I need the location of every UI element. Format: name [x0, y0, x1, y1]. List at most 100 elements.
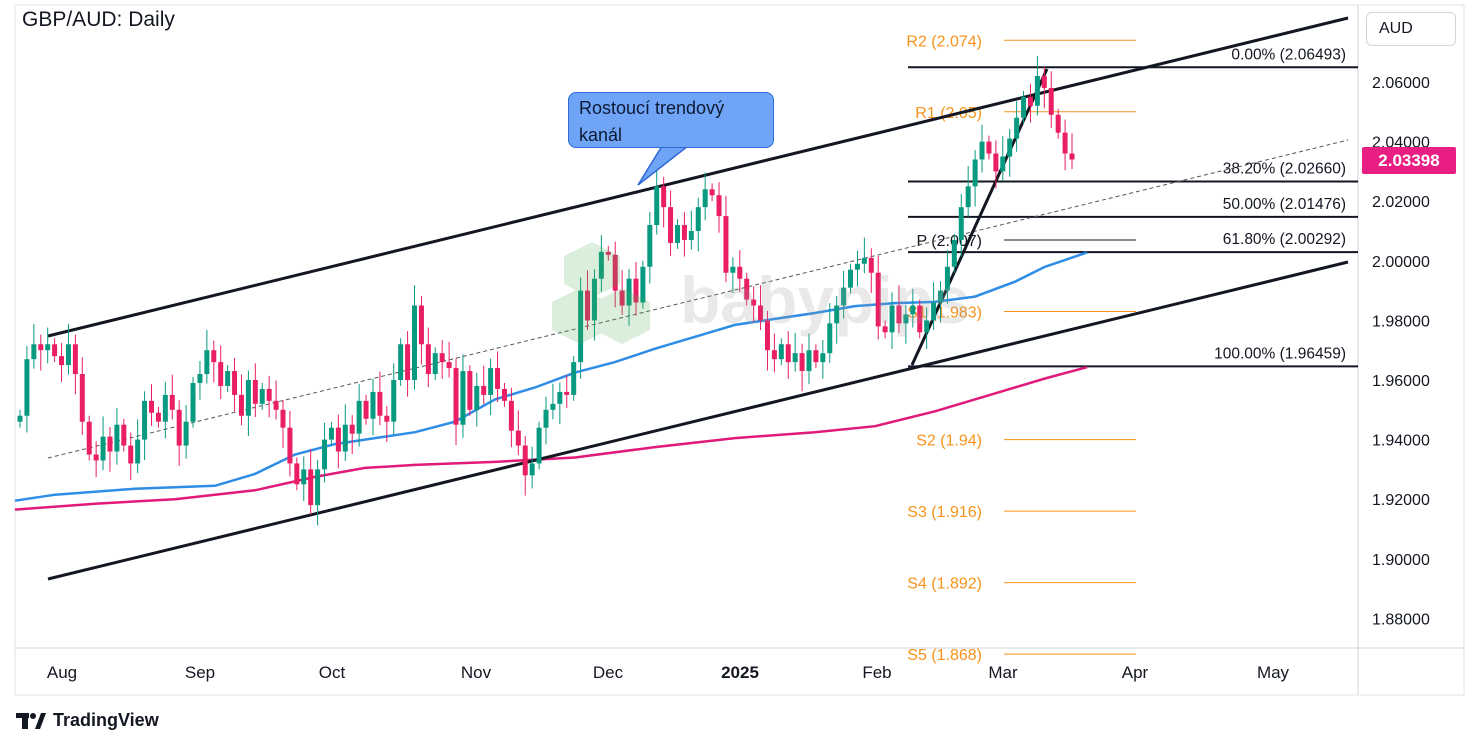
currency-selector[interactable]: AUD	[1366, 12, 1456, 46]
candle-body	[107, 436, 113, 452]
candle-body	[425, 344, 431, 375]
candle-body	[31, 344, 37, 360]
candle-body	[868, 257, 874, 273]
candle-body	[889, 305, 895, 333]
moving-averages	[14, 251, 1088, 511]
candle-body	[1055, 114, 1061, 133]
candle-body	[24, 359, 30, 416]
time-tick-label: Dec	[593, 663, 624, 682]
candle-body	[114, 424, 120, 452]
annotation-line-2: kanál	[579, 125, 623, 145]
candle-body	[384, 415, 390, 422]
brand-name: TradingView	[53, 710, 159, 730]
candle-body	[356, 400, 362, 434]
candlesticks	[17, 55, 1075, 526]
candle-body	[52, 344, 58, 357]
candle-body	[709, 189, 715, 196]
fibonacci-levels: 0.00% (2.06493) 38.20% (2.02660) 50.00% (2…	[908, 46, 1358, 368]
candle-body	[245, 380, 251, 416]
candle-body	[1034, 76, 1040, 106]
price-tick-label: 1.96000	[1372, 373, 1430, 390]
candle-body	[308, 469, 314, 506]
candle-body	[328, 427, 334, 440]
candle-body	[488, 368, 494, 395]
candle-body	[931, 302, 937, 321]
candle-body	[986, 141, 992, 154]
candle-body	[571, 362, 577, 395]
channel-lower-line	[47, 260, 1349, 581]
candle-body	[938, 290, 943, 303]
candle-body	[1069, 153, 1075, 160]
candle-body	[65, 344, 71, 366]
candle-body	[405, 344, 411, 380]
candle-body	[100, 436, 106, 461]
candle-body	[585, 290, 591, 321]
candle-body	[342, 424, 348, 452]
price-tick-label: 2.02000	[1372, 194, 1430, 211]
channel-midline	[47, 139, 1349, 459]
candle-body	[675, 225, 680, 243]
candle-body	[315, 469, 321, 506]
candle-body	[758, 305, 764, 321]
candle-body	[474, 385, 480, 410]
candle-body	[730, 266, 736, 273]
ma-slow-line	[14, 365, 1088, 511]
candle-body	[432, 353, 438, 375]
candle-body	[723, 216, 729, 273]
candle-body	[522, 445, 528, 476]
candle-body	[79, 374, 85, 422]
candle-body	[183, 421, 189, 446]
candle-body	[854, 263, 860, 270]
candle-body	[591, 278, 597, 321]
candle-body	[640, 266, 646, 303]
candle-body	[377, 391, 383, 416]
candle-body	[529, 463, 535, 476]
channel-upper-line	[47, 16, 1349, 338]
price-tick-label: 2.06000	[1372, 75, 1430, 92]
time-axis-labels: Aug Sep Oct Nov Dec 2025 Feb Mar Apr May	[47, 663, 1290, 682]
pivot-level-label: S1 (1.983)	[907, 304, 982, 321]
candle-body	[647, 225, 653, 267]
candle-body	[965, 186, 971, 208]
candle-body	[944, 266, 950, 291]
candle-body	[398, 344, 404, 380]
candle-body	[536, 427, 542, 464]
current-price-tag: 2.03398	[1362, 147, 1456, 174]
trend-channel	[47, 16, 1349, 581]
price-tick-label: 1.98000	[1372, 313, 1430, 330]
candle-body	[564, 391, 570, 395]
candle-body	[225, 371, 231, 386]
fib-level-label: 61.80% (2.00292)	[1223, 231, 1346, 248]
time-tick-label: Feb	[862, 663, 891, 682]
tradingview-logo-icon	[16, 712, 46, 729]
candle-body	[211, 350, 217, 363]
ma-fast-line	[14, 251, 1088, 502]
candle-body	[460, 371, 466, 425]
candle-body	[412, 305, 417, 380]
channel-annotation: Rostoucí trendový kanál	[568, 92, 774, 148]
time-tick-label: Sep	[185, 663, 215, 682]
candle-body	[979, 141, 985, 160]
candle-body	[688, 231, 694, 240]
time-tick-label: Mar	[988, 663, 1018, 682]
candle-body	[418, 305, 424, 345]
time-tick-label: Apr	[1122, 663, 1149, 682]
candle-body	[1027, 96, 1033, 106]
candle-body	[792, 353, 798, 363]
candle-body	[910, 305, 916, 315]
tradingview-brand[interactable]: TradingView	[16, 710, 159, 731]
candle-body	[681, 225, 687, 240]
candle-body	[232, 371, 238, 395]
time-tick-label: Aug	[47, 663, 77, 682]
candle-body	[515, 430, 521, 446]
pivot-level-label: R2 (2.074)	[906, 33, 982, 50]
fib-level-label: 50.00% (2.01476)	[1223, 196, 1346, 213]
pivot-level-label: R1 (2.05)	[915, 105, 982, 122]
price-tick-label: 1.92000	[1372, 492, 1430, 509]
candle-body	[834, 305, 840, 324]
candle-body	[45, 344, 51, 351]
candle-body	[93, 454, 99, 461]
candle-body	[841, 287, 847, 306]
candle-body	[128, 445, 134, 464]
